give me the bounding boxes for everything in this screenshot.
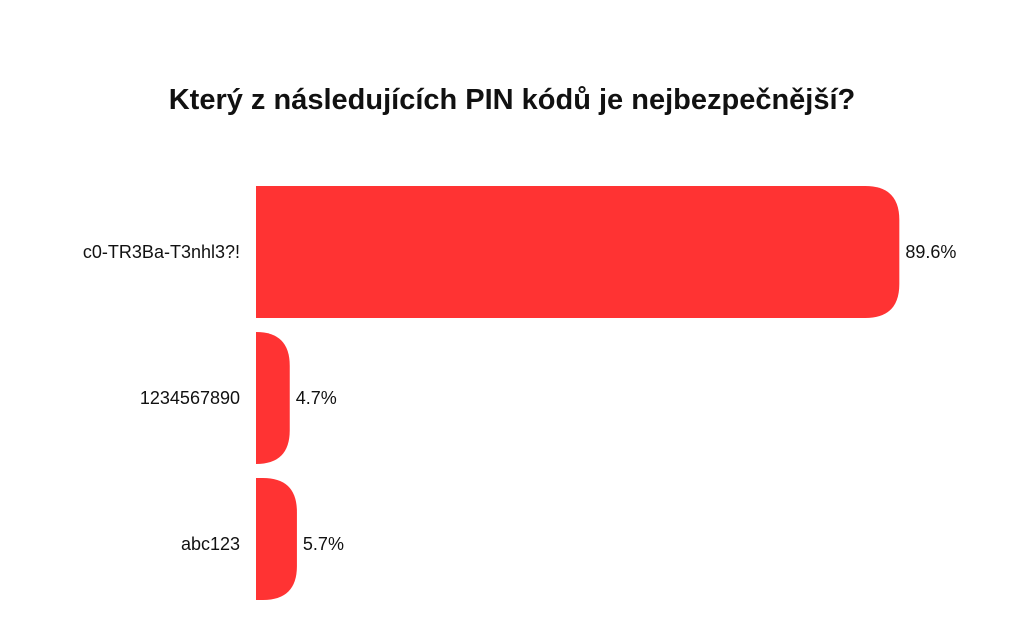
category-label: c0-TR3Ba-T3nhl3?! xyxy=(83,242,240,262)
value-label: 4.7% xyxy=(296,388,337,408)
category-label: 1234567890 xyxy=(140,388,240,408)
bar xyxy=(256,186,900,318)
value-label: 5.7% xyxy=(303,534,344,554)
bar xyxy=(256,478,297,600)
bar xyxy=(256,332,290,464)
chart-title: Který z následujících PIN kódů je nejbez… xyxy=(168,84,856,116)
category-label: abc123 xyxy=(181,534,240,554)
value-label: 89.6% xyxy=(905,242,956,262)
